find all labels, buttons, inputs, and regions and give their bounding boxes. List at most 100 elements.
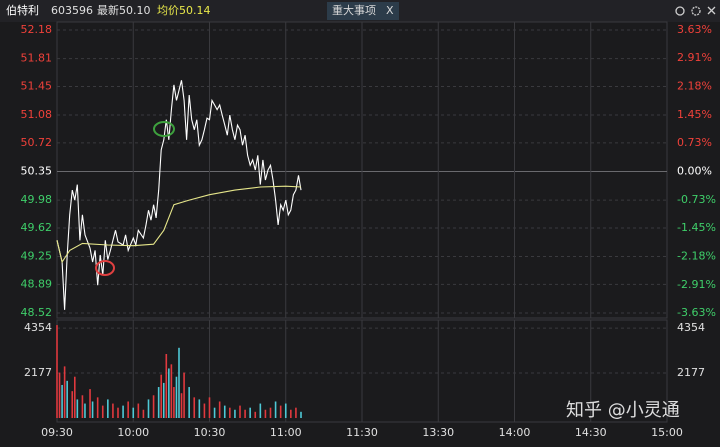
x-tick-label: 10:30: [194, 426, 226, 439]
tab-label[interactable]: 重大事项: [332, 3, 376, 17]
y-tick-label: 49.98: [21, 193, 53, 206]
volume-bar: [188, 387, 190, 418]
volume-bar: [63, 366, 66, 418]
volume-bar: [101, 405, 104, 418]
volume-bar: [56, 325, 58, 418]
volume-bar: [152, 395, 155, 418]
y2-tick-label: -2.91%: [677, 278, 716, 291]
volume-bar: [234, 409, 236, 418]
y2-tick-label: 2.91%: [677, 51, 712, 64]
y2-tick-label: -3.63%: [677, 306, 716, 319]
volume-bar: [173, 387, 175, 418]
latest-price: 最新50.10: [97, 3, 151, 17]
volume-bar: [91, 401, 94, 418]
volume-bar: [213, 407, 216, 418]
x-tick-label: 15:00: [651, 426, 683, 439]
volume-bar: [178, 347, 180, 418]
y2-tick-label: 0.73%: [677, 136, 712, 149]
price-line: [56, 185, 302, 264]
refresh-icon[interactable]: [675, 6, 685, 16]
volume-bar: [193, 397, 196, 418]
green-circle: [153, 121, 175, 137]
y2-tick-label: 1.45%: [677, 108, 712, 121]
volume-bar: [269, 407, 272, 418]
volume-bar: [162, 382, 165, 418]
volume-bar: [218, 401, 221, 418]
x-tick-label: 11:00: [270, 426, 302, 439]
volume-bar: [71, 391, 74, 418]
y-tick-label: 50.72: [21, 136, 53, 149]
x-tick-label: 09:30: [41, 426, 73, 439]
watermark: 知乎 @小灵通: [566, 400, 680, 421]
volume-bar: [168, 368, 170, 418]
x-tick-label: 10:00: [117, 426, 149, 439]
volume-bar: [112, 403, 114, 418]
volume-bar: [84, 403, 86, 418]
y-tick-label: 4354: [677, 321, 705, 334]
volume-bar: [61, 384, 63, 418]
tab-close[interactable]: X: [386, 4, 394, 17]
y-tick-label: 48.89: [21, 277, 53, 290]
y2-tick-label: -2.18%: [677, 249, 716, 262]
avg-price: 均价50.14: [157, 4, 211, 17]
volume-bar: [180, 393, 183, 418]
volume-bar: [284, 403, 287, 418]
volume-bar: [244, 409, 246, 418]
y2-tick-label: 2.18%: [677, 80, 712, 93]
y2-tick-label: -0.73%: [677, 193, 716, 206]
y-tick-label: 2177: [24, 366, 52, 379]
tab[interactable]: [327, 2, 399, 20]
volume-bar: [183, 372, 185, 418]
volume-bar: [137, 403, 140, 418]
volume-bar: [132, 407, 135, 418]
volume-bar: [175, 376, 178, 418]
volume-bar: [76, 399, 79, 418]
stock-name: 伯特利: [6, 3, 39, 17]
y-tick-label: 49.62: [21, 221, 53, 234]
x-tick-label: 14:30: [575, 426, 607, 439]
y-tick-label: 51.08: [21, 108, 53, 121]
volume-bar: [295, 407, 297, 418]
volume-bar: [127, 401, 129, 418]
volume-bar: [157, 387, 160, 418]
x-tick-label: 13:30: [422, 426, 454, 439]
y-tick-label: 48.52: [21, 306, 53, 319]
volume-bar: [264, 409, 267, 418]
volume-bar: [142, 409, 145, 418]
volume-bar: [300, 411, 302, 418]
x-tick-label: 11:30: [346, 426, 378, 439]
volume-bar: [81, 395, 84, 418]
volume-bar: [147, 399, 150, 418]
volume-bar: [259, 403, 262, 418]
volume-bar: [223, 405, 226, 418]
volume-bar: [165, 354, 168, 418]
y-tick-label: 50.35: [21, 165, 53, 178]
close-icon[interactable]: [707, 6, 716, 15]
volume-bar: [66, 380, 68, 418]
volume-bar: [73, 376, 76, 418]
settings-icon[interactable]: [691, 6, 701, 16]
volume-bar: [170, 364, 173, 418]
price-line: [56, 80, 302, 310]
y-tick-label: 4354: [24, 321, 52, 334]
volume-bar: [229, 407, 231, 418]
volume-bar: [208, 397, 211, 418]
y2-tick-label: 0.00%: [677, 165, 712, 178]
volume-bar: [290, 409, 292, 418]
y-tick-label: 51.45: [21, 79, 53, 92]
y2-tick-label: 3.63%: [677, 23, 712, 36]
stock-code: 603596: [51, 4, 93, 17]
x-tick-label: 14:00: [499, 426, 531, 439]
y-tick-label: 51.81: [21, 52, 53, 65]
y-tick-label: 52.18: [21, 23, 53, 36]
volume-bar: [107, 399, 109, 418]
volume-bar: [96, 397, 99, 418]
y2-tick-label: -1.45%: [677, 221, 716, 234]
y-tick-label: 2177: [677, 366, 705, 379]
red-circle: [95, 260, 115, 276]
volume-bar: [117, 407, 119, 418]
volume-bar: [160, 374, 163, 418]
